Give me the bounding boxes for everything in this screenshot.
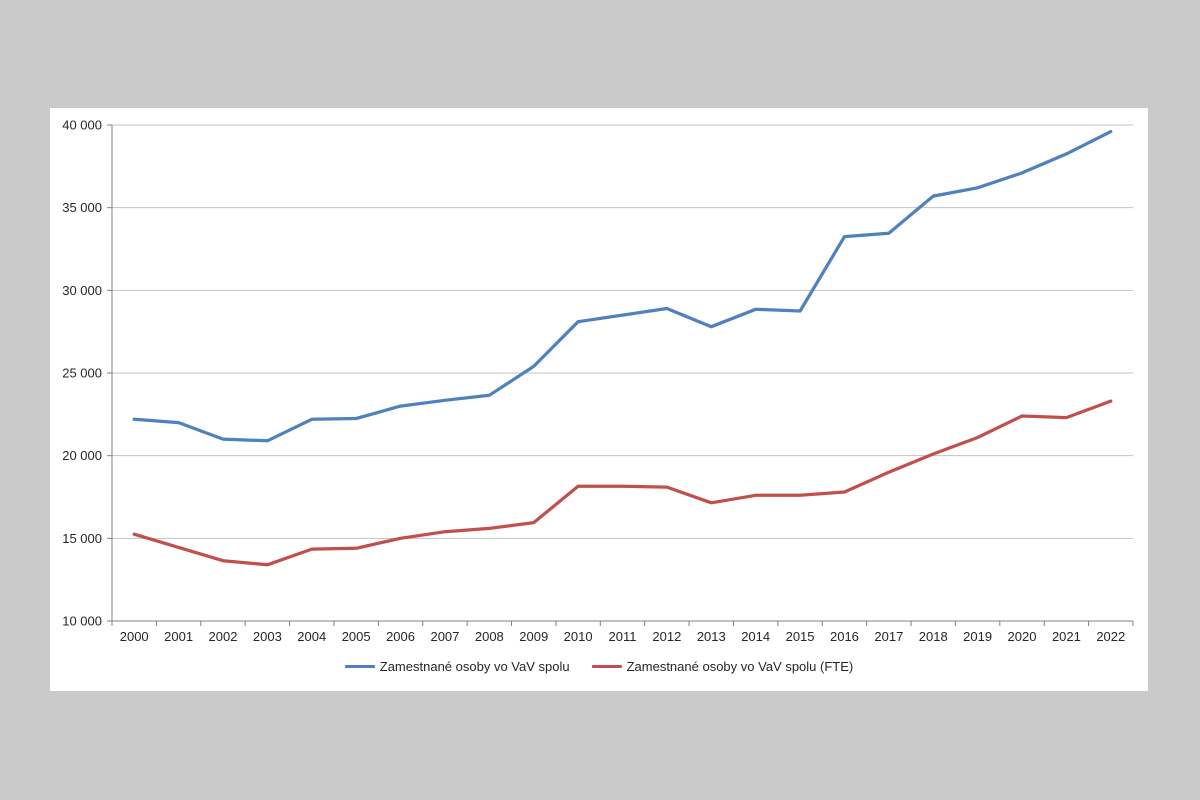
x-tick-label: 2021 <box>1052 629 1081 644</box>
x-tick-label: 2011 <box>609 629 637 644</box>
x-tick-label: 2017 <box>874 629 903 644</box>
legend-label-fte: Zamestnané osoby vo VaV spolu (FTE) <box>626 658 854 674</box>
x-tick-label: 2000 <box>120 629 149 644</box>
legend-item-fte: Zamestnané osoby vo VaV spolu (FTE) <box>591 658 854 674</box>
x-tick-label: 2019 <box>963 629 992 644</box>
x-tick-label: 2013 <box>697 629 726 644</box>
y-tick-label: 15 000 <box>62 531 102 546</box>
x-tick-label: 2001 <box>164 629 193 644</box>
legend-swatch-fte-line <box>591 664 622 668</box>
chart-legend: Zamestnané osoby vo VaV spolu Zamestnané… <box>50 658 1148 674</box>
line-chart: 10 000 15 000 20 000 25 000 30 000 35 000 40 0… <box>62 118 1134 644</box>
x-tick-label: 2010 <box>564 629 593 644</box>
y-tick-label: 40 000 <box>62 118 102 133</box>
y-tick-label: 35 000 <box>62 200 102 215</box>
x-tick-label: 2008 <box>475 629 504 644</box>
x-tick-label: 2006 <box>386 629 415 644</box>
x-tick-label: 2004 <box>297 629 326 644</box>
x-tick-label: 2014 <box>741 629 770 644</box>
x-tick-label: 2012 <box>652 629 681 644</box>
x-tick-label: 2007 <box>430 629 459 644</box>
legend-swatch-total-line <box>344 664 375 668</box>
chart-panel: 10 000 15 000 20 000 25 000 30 000 35 000 40 0… <box>50 108 1148 691</box>
y-tick-label: 30 000 <box>62 283 102 298</box>
legend-label-total: Zamestnané osoby vo VaV spolu <box>379 658 570 674</box>
x-tick-label: 2016 <box>830 629 859 644</box>
series-line-0 <box>132 129 1113 443</box>
x-tick-label: 2018 <box>919 629 948 644</box>
x-tick-label: 2009 <box>519 629 548 644</box>
y-tick-label: 25 000 <box>62 366 102 381</box>
y-tick-label: 20 000 <box>62 448 102 463</box>
x-tick-label: 2015 <box>786 629 815 644</box>
x-tick-label: 2005 <box>342 629 371 644</box>
series-line-1 <box>132 399 1113 567</box>
y-tick-label: 10 000 <box>62 614 102 629</box>
legend-item-total: Zamestnané osoby vo VaV spolu <box>344 658 570 674</box>
x-tick-label: 2003 <box>253 629 282 644</box>
x-tick-label: 2002 <box>209 629 238 644</box>
x-tick-label: 2020 <box>1008 629 1037 644</box>
x-tick-label: 2022 <box>1096 629 1125 644</box>
